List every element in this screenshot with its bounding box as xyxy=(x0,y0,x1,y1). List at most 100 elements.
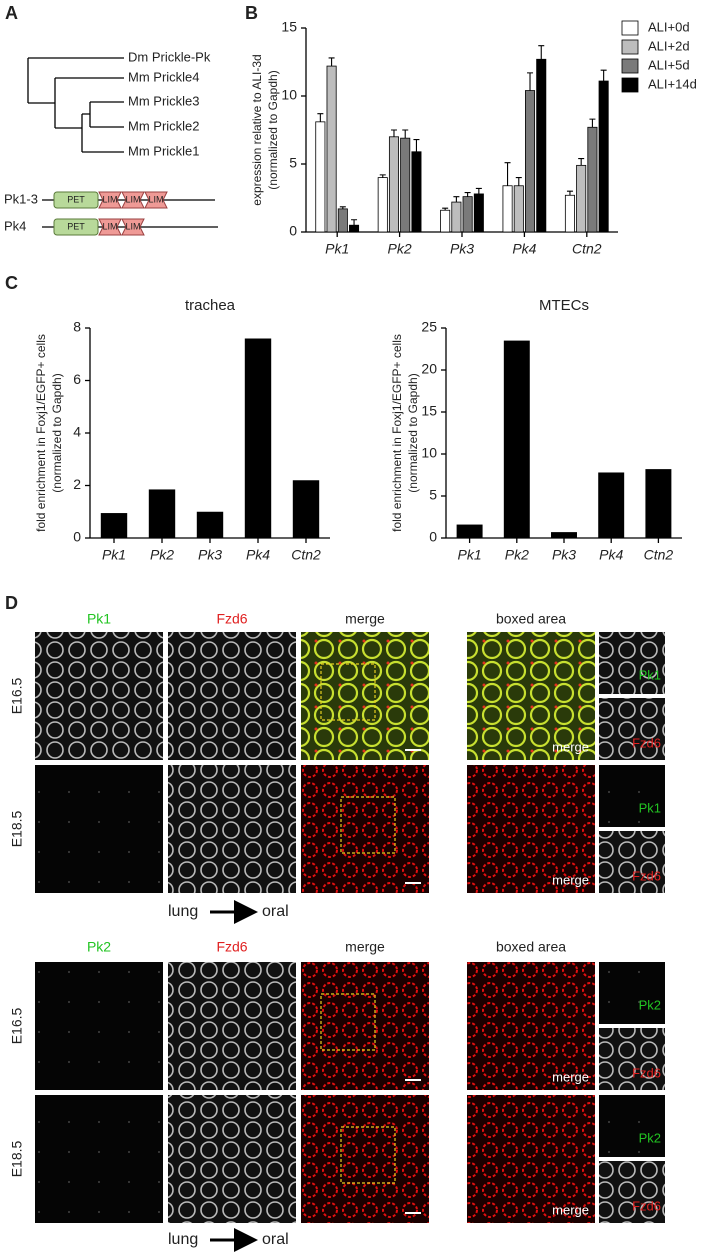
domain-label: LIM xyxy=(148,194,163,204)
axis-label: oral xyxy=(262,1231,289,1248)
y-axis-label: fold enrichment in Foxj1/EGFP+ cells xyxy=(34,334,48,532)
error-bar xyxy=(566,190,573,196)
micrograph xyxy=(599,831,665,893)
domain-lim xyxy=(98,218,122,236)
y-tick-label: 20 xyxy=(421,361,437,377)
column-header: Pk2 xyxy=(87,939,111,955)
y-tick-label: 5 xyxy=(429,487,437,503)
micrograph xyxy=(301,632,429,760)
micrograph xyxy=(301,765,429,893)
legend-label: ALI+14d xyxy=(648,76,697,91)
error-bar xyxy=(317,113,324,122)
bar xyxy=(598,80,609,233)
bar xyxy=(196,511,224,538)
panel-label: D xyxy=(5,593,18,613)
error-bar xyxy=(339,206,346,209)
tree xyxy=(27,57,124,153)
error-bar xyxy=(442,207,449,211)
row-label: E18.5 xyxy=(9,1140,25,1177)
micrograph xyxy=(599,1028,665,1090)
bar xyxy=(337,208,348,233)
bar xyxy=(349,224,360,233)
micrograph xyxy=(599,962,665,1024)
side-label: Pk1 xyxy=(639,667,661,682)
error-bar xyxy=(390,129,397,137)
domain-lim xyxy=(121,191,145,209)
error-bar xyxy=(402,129,409,139)
y-tick-label: 0 xyxy=(289,223,297,239)
y-tick-label: 2 xyxy=(73,476,81,492)
y-axis-label: fold enrichment in Foxj1/EGFP+ cells xyxy=(390,334,404,532)
micrograph xyxy=(599,698,665,760)
error-bar xyxy=(538,45,545,60)
row-label: E18.5 xyxy=(9,810,25,847)
micrograph xyxy=(467,1095,595,1223)
micrograph xyxy=(467,765,595,893)
bar xyxy=(462,196,473,233)
x-tick-label: Pk4 xyxy=(246,547,270,563)
y-tick-label: 0 xyxy=(429,529,437,545)
micrograph xyxy=(35,962,163,1090)
domain-lim xyxy=(121,218,145,236)
bar xyxy=(315,121,326,233)
error-bar xyxy=(527,72,534,91)
legend-swatch xyxy=(621,58,639,74)
protein-name: Pk1-3 xyxy=(4,191,38,206)
y-axis-label: (normalized to Gapdh) xyxy=(406,373,420,492)
legend-swatch xyxy=(621,77,639,93)
y-tick-label: 10 xyxy=(281,87,297,103)
chart-title: trachea xyxy=(185,297,236,314)
bar xyxy=(388,136,400,233)
y-tick-label: 5 xyxy=(289,155,297,171)
legend-label: ALI+5d xyxy=(648,57,690,72)
tree-label: Mm Prickle3 xyxy=(128,93,200,108)
image-label: merge xyxy=(552,739,589,754)
domain-pet xyxy=(53,218,99,236)
micrograph xyxy=(168,765,296,893)
boxed-region xyxy=(320,663,376,721)
bar xyxy=(564,194,575,233)
side-label: Fzd6 xyxy=(632,1065,661,1080)
x-tick-label: Pk2 xyxy=(505,547,529,563)
bar xyxy=(536,58,547,233)
x-tick-label: Pk4 xyxy=(599,547,623,563)
protein-name: Pk4 xyxy=(4,218,26,233)
column-header: merge xyxy=(345,939,385,955)
legend-label: ALI+0d xyxy=(648,19,690,34)
y-tick-label: 25 xyxy=(421,319,437,335)
tree-label: Dm Prickle-Pk xyxy=(128,49,211,64)
column-header: merge xyxy=(345,611,385,627)
y-tick-label: 15 xyxy=(421,403,437,419)
micrograph xyxy=(168,632,296,760)
boxed-region xyxy=(320,993,376,1051)
y-tick-label: 0 xyxy=(73,529,81,545)
boxed-region xyxy=(340,796,396,854)
bar xyxy=(513,185,524,233)
x-tick-label: Pk2 xyxy=(150,547,174,563)
domain-lim xyxy=(98,191,122,209)
micrograph xyxy=(35,632,163,760)
micrograph xyxy=(599,765,665,827)
panel-label: A xyxy=(5,3,18,23)
bar xyxy=(451,201,462,233)
image-label: merge xyxy=(552,1069,589,1084)
micrograph xyxy=(168,1095,296,1223)
row-label: E16.5 xyxy=(9,1007,25,1044)
bar xyxy=(440,209,451,233)
x-tick-label: Pk3 xyxy=(198,547,222,563)
y-tick-label: 4 xyxy=(73,424,81,440)
micrograph xyxy=(599,1095,665,1157)
image-label: merge xyxy=(552,872,589,887)
side-label: Fzd6 xyxy=(632,735,661,750)
side-label: Fzd6 xyxy=(632,1198,661,1213)
x-tick-label: Pk1 xyxy=(325,241,349,257)
bar xyxy=(503,340,530,538)
tree-label: Mm Prickle4 xyxy=(128,69,200,84)
micrograph xyxy=(35,765,163,893)
boxed-region xyxy=(340,1126,396,1184)
x-tick-label: Pk1 xyxy=(458,547,482,563)
bar xyxy=(598,472,625,538)
micrograph xyxy=(35,1095,163,1223)
domain-label: LIM xyxy=(102,221,117,231)
